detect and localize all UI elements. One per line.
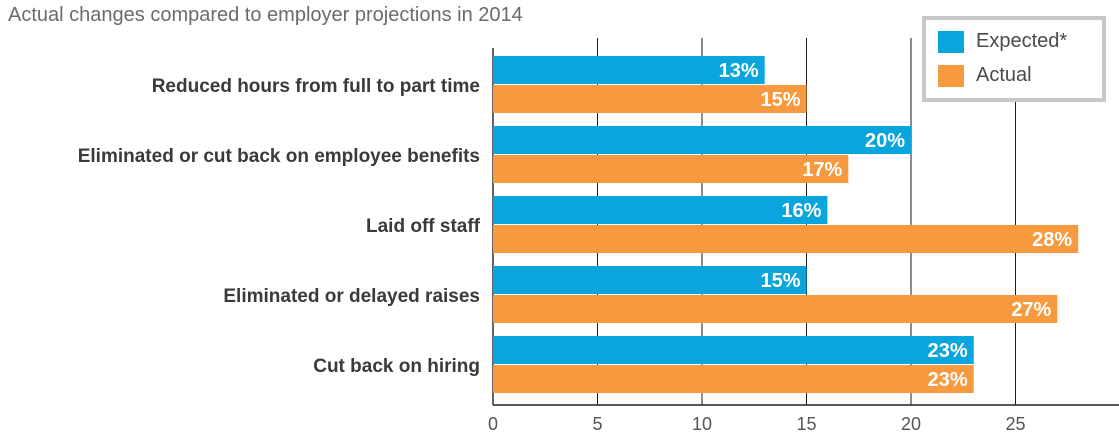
x-tick-label: 5 bbox=[592, 414, 602, 434]
bar-expected bbox=[493, 196, 828, 224]
data-label: 23% bbox=[928, 340, 968, 362]
bar-actual bbox=[493, 295, 1058, 323]
bar-expected bbox=[493, 266, 807, 294]
bar-actual bbox=[493, 225, 1079, 253]
category-label: Laid off staff bbox=[366, 216, 481, 237]
x-tick-label: 0 bbox=[488, 414, 498, 434]
legend-label-actual: Actual bbox=[976, 64, 1032, 86]
data-label: 16% bbox=[781, 200, 821, 222]
bar-expected bbox=[493, 56, 765, 84]
data-label: 15% bbox=[760, 270, 800, 292]
data-label: 15% bbox=[760, 89, 800, 111]
category-label: Reduced hours from full to part time bbox=[152, 76, 480, 97]
category-label: Cut back on hiring bbox=[313, 356, 480, 377]
bars bbox=[493, 56, 1079, 393]
legend-swatch-actual bbox=[938, 64, 964, 87]
data-label: 28% bbox=[1032, 229, 1072, 251]
category-labels: Reduced hours from full to part time Elim… bbox=[78, 76, 481, 377]
x-axis-tick-labels: 0 5 10 15 20 25 bbox=[488, 414, 1026, 434]
legend-item-actual: Actual bbox=[938, 64, 1032, 87]
legend-swatch-expected bbox=[938, 30, 964, 53]
legend-item-expected: Expected* bbox=[938, 30, 1067, 53]
category-label: Eliminated or delayed raises bbox=[223, 286, 480, 307]
legend: Expected* Actual bbox=[922, 16, 1106, 102]
legend-label-expected: Expected* bbox=[976, 30, 1068, 52]
data-label: 17% bbox=[802, 159, 842, 181]
category-label: Eliminated or cut back on employee benef… bbox=[78, 146, 480, 167]
data-label: 27% bbox=[1011, 299, 1051, 321]
data-label: 13% bbox=[719, 60, 759, 82]
bar-actual bbox=[493, 85, 807, 113]
chart-title: Actual changes compared to employer proj… bbox=[8, 4, 523, 26]
bar-actual bbox=[493, 365, 974, 393]
bar-expected bbox=[493, 336, 974, 364]
data-label: 20% bbox=[865, 130, 905, 152]
x-tick-label: 20 bbox=[901, 414, 921, 434]
bar-expected bbox=[493, 126, 911, 154]
x-tick-label: 15 bbox=[796, 414, 816, 434]
data-label: 23% bbox=[928, 369, 968, 391]
x-tick-label: 25 bbox=[1005, 414, 1025, 434]
x-tick-label: 10 bbox=[692, 414, 712, 434]
bar-actual bbox=[493, 155, 849, 183]
bar-value-labels: 13%15%20%17%16%28%15%27%23%23% bbox=[719, 60, 1073, 391]
